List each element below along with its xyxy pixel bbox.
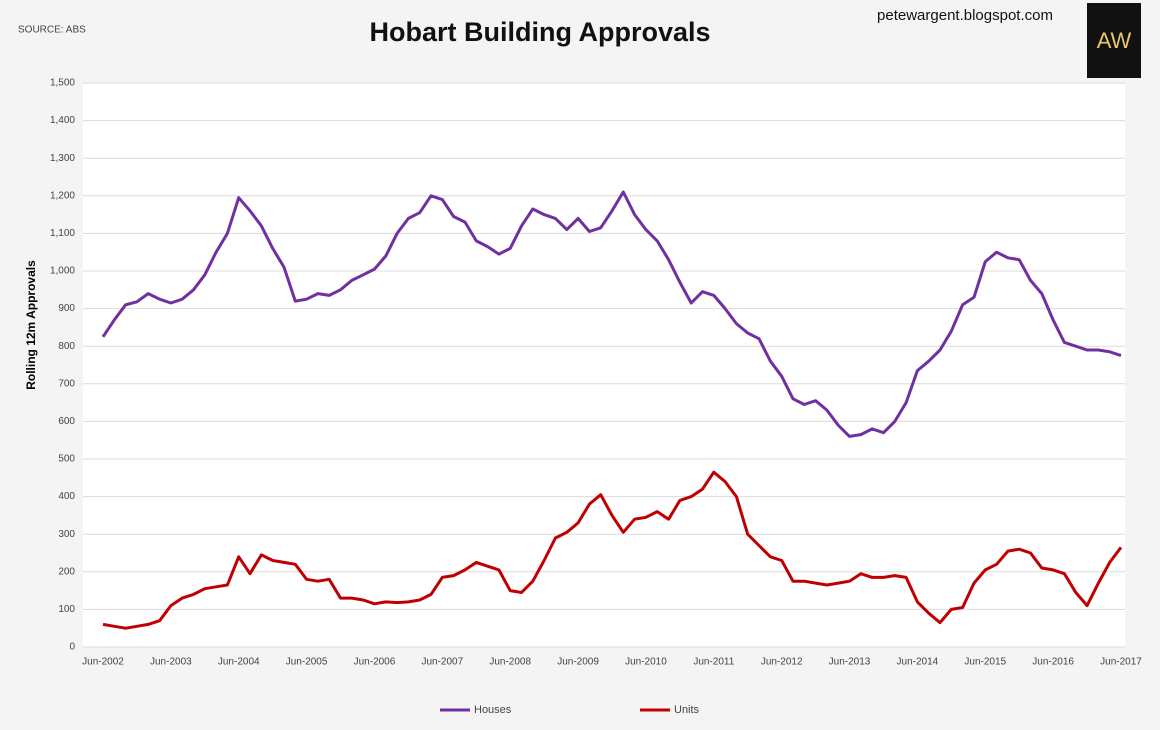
y-tick-label: 600 bbox=[58, 416, 75, 427]
y-tick-label: 300 bbox=[58, 529, 75, 540]
x-tick-label: Jun-2013 bbox=[829, 657, 871, 668]
line-houses bbox=[101, 190, 1122, 438]
y-tick-label: 1,300 bbox=[50, 153, 75, 164]
y-tick-label: 500 bbox=[58, 454, 75, 465]
x-tick-label: Jun-2007 bbox=[421, 657, 463, 668]
source: SOURCE: ABS bbox=[18, 25, 86, 36]
y-tick-label: 800 bbox=[58, 341, 75, 352]
x-tick-label: Jun-2014 bbox=[897, 657, 939, 668]
x-tick-label: Jun-2004 bbox=[218, 657, 260, 668]
x-tick-label: Jun-2012 bbox=[761, 657, 803, 668]
y-tick-label: 0 bbox=[69, 642, 75, 653]
legend-label: Units bbox=[674, 704, 700, 716]
x-tick-label: Jun-2008 bbox=[489, 657, 531, 668]
x-tick-label: Jun-2015 bbox=[964, 657, 1006, 668]
x-tick-label: Jun-2016 bbox=[1032, 657, 1074, 668]
y-tick-label: 1,400 bbox=[50, 115, 75, 126]
y-tick-label: 1,000 bbox=[50, 266, 75, 277]
y-axis-label: Rolling 12m Approvals bbox=[24, 260, 38, 390]
y-tick-label: 1,500 bbox=[50, 78, 75, 89]
line-units bbox=[102, 470, 1123, 630]
x-tick-label: Jun-2003 bbox=[150, 657, 192, 668]
x-tick-label: Jun-2006 bbox=[354, 657, 396, 668]
site: petewargent.blogspot.com bbox=[877, 7, 1053, 24]
x-tick-label: Jun-2017 bbox=[1100, 657, 1142, 668]
y-tick-label: 400 bbox=[58, 491, 75, 502]
y-tick-label: 1,200 bbox=[50, 190, 75, 201]
x-tick-label: Jun-2011 bbox=[693, 657, 734, 668]
x-tick-label: Jun-2009 bbox=[557, 657, 599, 668]
x-tick-label: Jun-2002 bbox=[82, 657, 124, 668]
x-tick-label: Jun-2010 bbox=[625, 657, 667, 668]
y-tick-label: 900 bbox=[58, 303, 75, 314]
y-tick-label: 100 bbox=[58, 604, 75, 615]
logo-box bbox=[1087, 3, 1141, 78]
plot-area bbox=[83, 83, 1125, 647]
y-tick-label: 700 bbox=[58, 378, 75, 389]
logo: AW bbox=[1097, 28, 1132, 53]
legend-label: Houses bbox=[474, 704, 512, 716]
y-tick-label: 200 bbox=[58, 566, 75, 577]
chart-title: Hobart Building Approvals bbox=[369, 17, 710, 47]
y-tick-label: 1,100 bbox=[50, 228, 75, 239]
x-tick-label: Jun-2005 bbox=[286, 657, 328, 668]
